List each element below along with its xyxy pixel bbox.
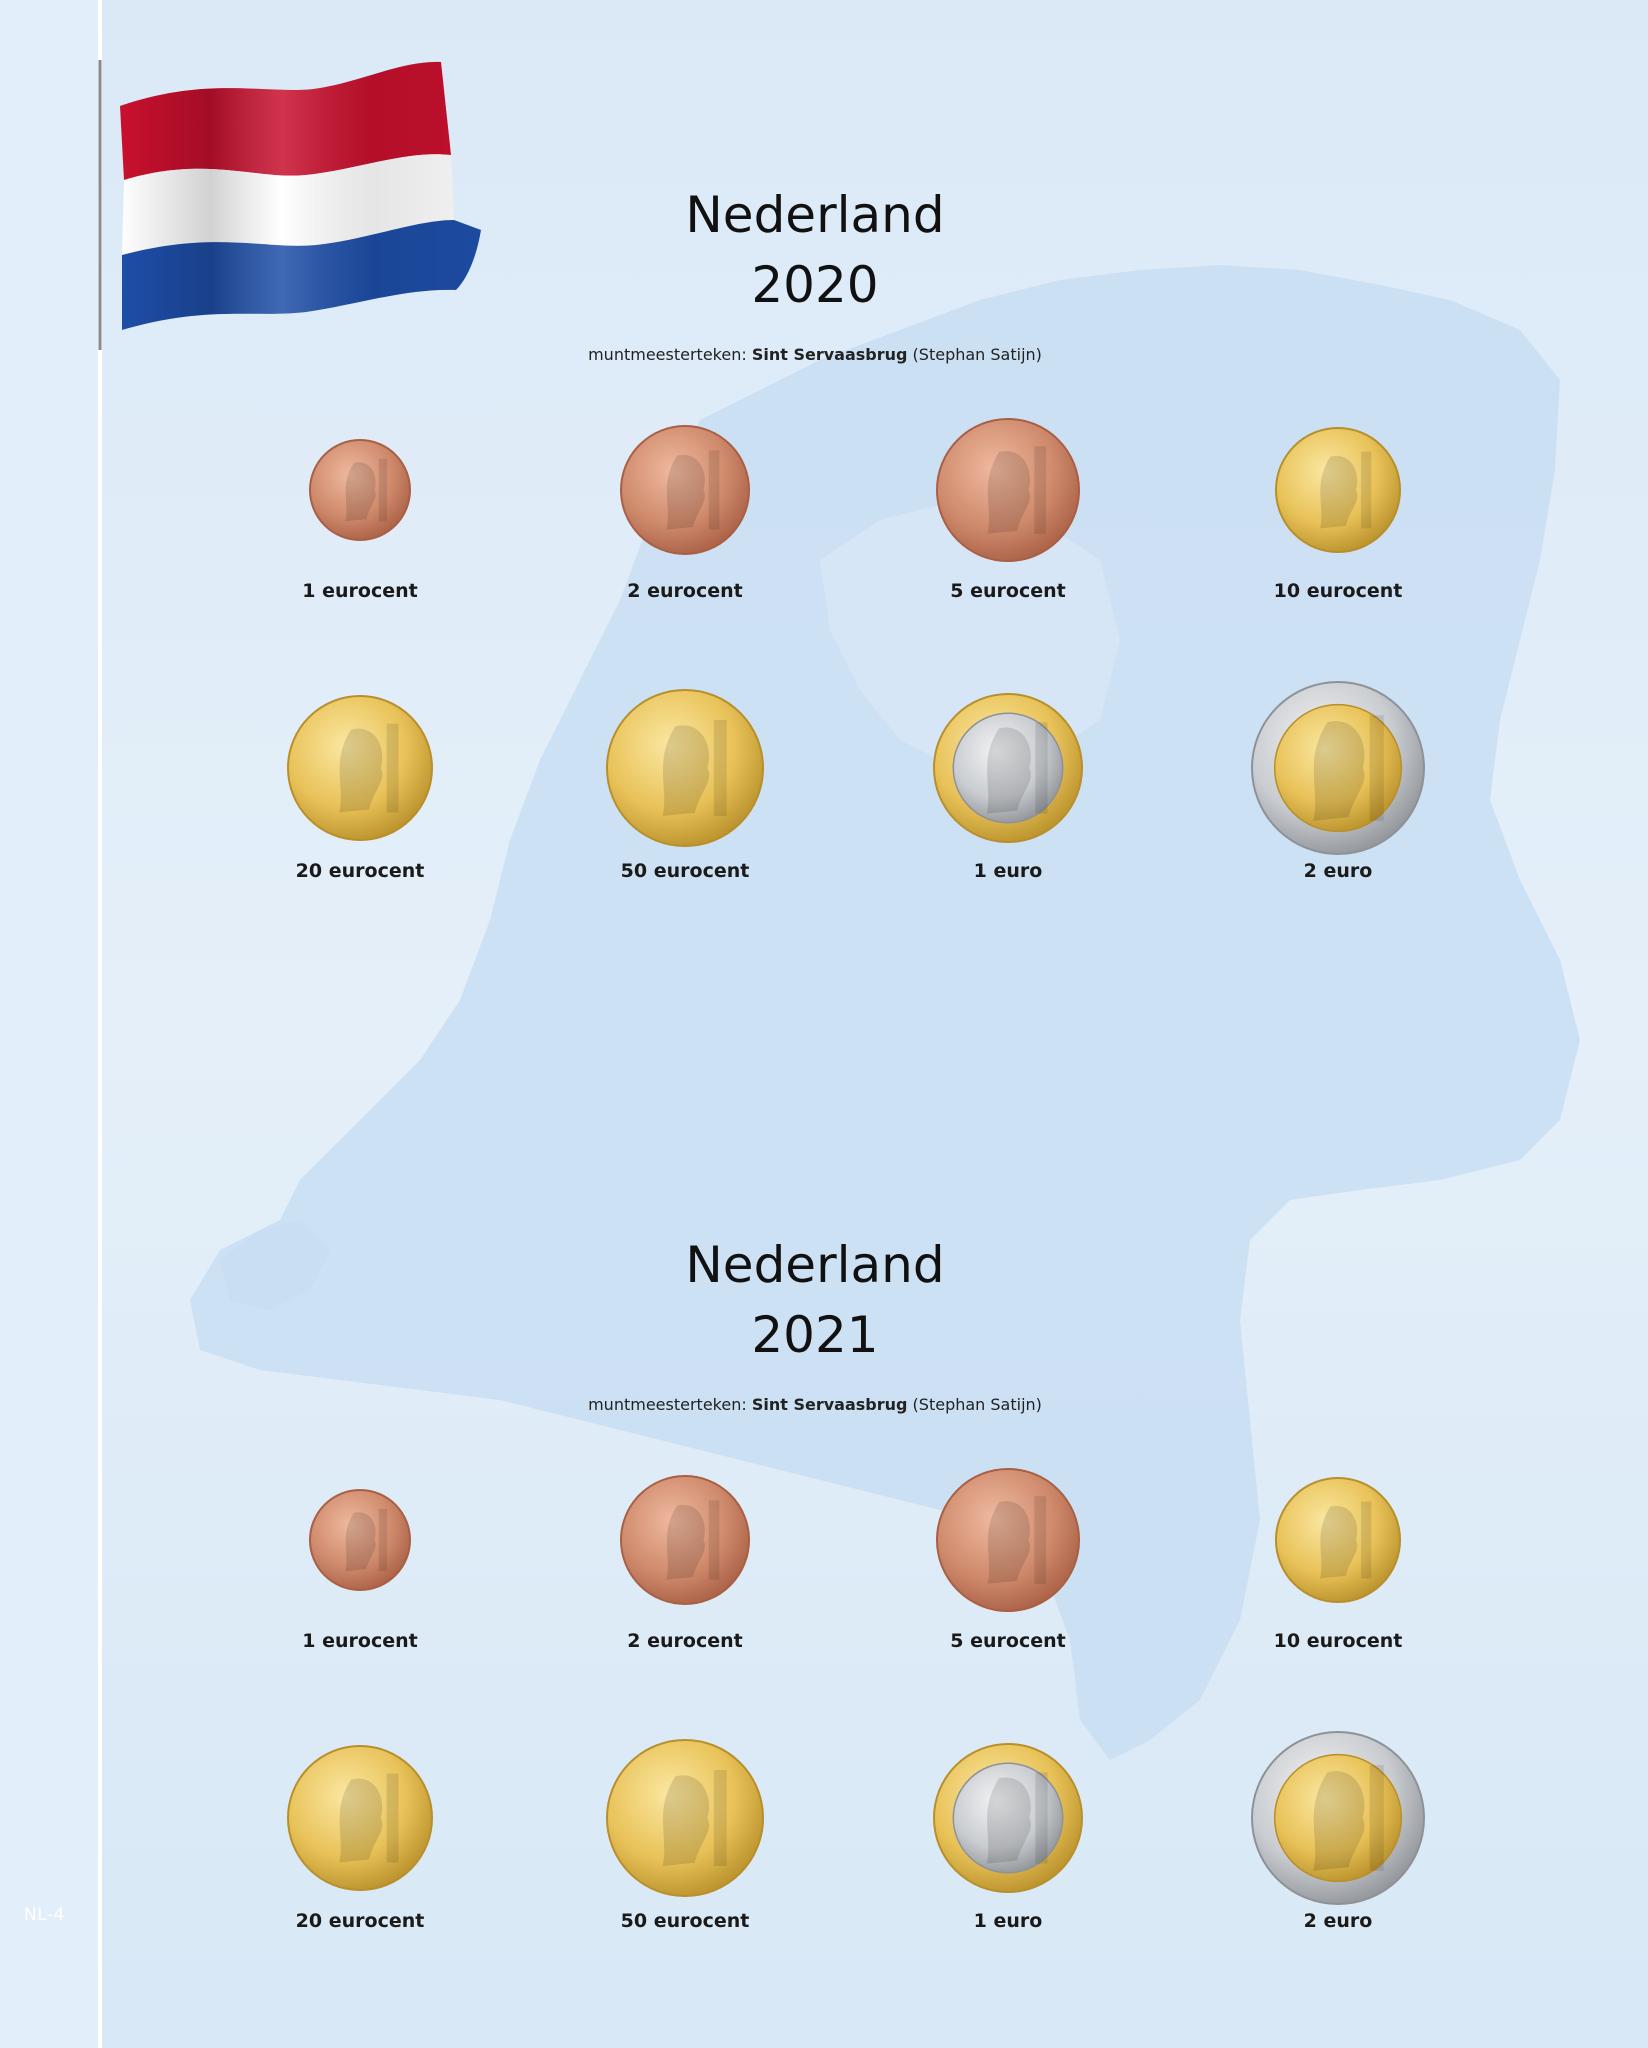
coin-image bbox=[309, 439, 411, 541]
mint-mark-designer: (Stephan Satijn) bbox=[912, 345, 1042, 364]
mint-mark-prefix: muntmeesterteken: bbox=[588, 1395, 747, 1414]
mint-mark-designer: (Stephan Satijn) bbox=[912, 1395, 1042, 1414]
coin-image bbox=[936, 418, 1080, 562]
coin-image bbox=[287, 695, 433, 841]
coin-label: 20 eurocent bbox=[295, 1910, 425, 1932]
coin-image bbox=[606, 689, 764, 847]
coin-label: 1 eurocent bbox=[302, 580, 418, 602]
coin-image bbox=[1251, 681, 1425, 855]
coin-label: 1 euro bbox=[973, 1910, 1043, 1932]
coin-slot-2-eurocent bbox=[619, 1474, 751, 1606]
coin-label: 1 eurocent bbox=[302, 1630, 418, 1652]
section-country-title: Nederland bbox=[685, 1236, 945, 1294]
coin-label: 2 eurocent bbox=[627, 580, 743, 602]
coin-slot-2-euro bbox=[1250, 680, 1426, 856]
mint-mark-line: muntmeesterteken: Sint Servaasbrug (Step… bbox=[0, 345, 1630, 364]
netherlands-flag-icon bbox=[98, 60, 481, 350]
coin-slot-2-eurocent bbox=[619, 424, 751, 556]
coin-label: 5 eurocent bbox=[950, 580, 1066, 602]
coin-label: 50 eurocent bbox=[620, 1910, 750, 1932]
coin-slot-1-euro bbox=[932, 692, 1084, 844]
coin-slot-1-eurocent bbox=[308, 1488, 412, 1592]
coin-slot-50-eurocent bbox=[605, 1738, 765, 1898]
coin-label: 2 euro bbox=[1303, 1910, 1373, 1932]
coin-image bbox=[606, 1739, 764, 1897]
page-margin bbox=[0, 0, 98, 2048]
mint-mark-name: Sint Servaasbrug bbox=[751, 1395, 908, 1414]
coin-image bbox=[1275, 1477, 1401, 1603]
coin-label: 20 eurocent bbox=[295, 860, 425, 882]
mint-mark-line: muntmeesterteken: Sint Servaasbrug (Step… bbox=[0, 1395, 1630, 1414]
coin-image bbox=[620, 425, 750, 555]
coin-slot-20-eurocent bbox=[286, 1744, 434, 1892]
coin-slot-10-eurocent bbox=[1274, 426, 1402, 554]
coin-image bbox=[287, 1745, 433, 1891]
mint-mark-name: Sint Servaasbrug bbox=[751, 345, 908, 364]
coin-label: 2 euro bbox=[1303, 860, 1373, 882]
coin-slot-5-eurocent bbox=[935, 417, 1081, 563]
section-year-title: 2020 bbox=[751, 256, 879, 314]
coin-label: 50 eurocent bbox=[620, 860, 750, 882]
coin-image bbox=[933, 1743, 1083, 1893]
page-number: NL-4 bbox=[24, 1905, 65, 1925]
coin-image bbox=[936, 1468, 1080, 1612]
coin-slot-50-eurocent bbox=[605, 688, 765, 848]
section-country-title: Nederland bbox=[685, 186, 945, 244]
coin-slot-2-euro bbox=[1250, 1730, 1426, 1906]
coin-image bbox=[933, 693, 1083, 843]
coin-image bbox=[1251, 1731, 1425, 1905]
coin-slot-10-eurocent bbox=[1274, 1476, 1402, 1604]
coin-label: 2 eurocent bbox=[627, 1630, 743, 1652]
coin-label: 10 eurocent bbox=[1273, 1630, 1403, 1652]
coin-label: 5 eurocent bbox=[950, 1630, 1066, 1652]
coin-image bbox=[1275, 427, 1401, 553]
coin-slot-1-euro bbox=[932, 1742, 1084, 1894]
coin-label: 1 euro bbox=[973, 860, 1043, 882]
coin-slot-5-eurocent bbox=[935, 1467, 1081, 1613]
coin-slot-1-eurocent bbox=[308, 438, 412, 542]
mint-mark-prefix: muntmeesterteken: bbox=[588, 345, 747, 364]
coin-label: 10 eurocent bbox=[1273, 580, 1403, 602]
section-year-title: 2021 bbox=[751, 1306, 879, 1364]
coin-slot-20-eurocent bbox=[286, 694, 434, 842]
coin-image bbox=[620, 1475, 750, 1605]
margin-divider bbox=[98, 0, 102, 2048]
coin-image bbox=[309, 1489, 411, 1591]
